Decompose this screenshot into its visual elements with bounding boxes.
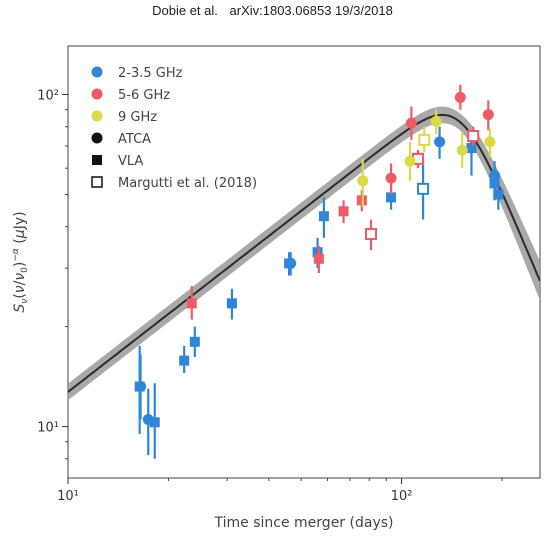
x-tick-label: 10² — [391, 489, 413, 504]
atca-marker — [456, 144, 468, 156]
x-tick-label: 10¹ — [57, 489, 79, 504]
y-tick-label: 10² — [37, 89, 59, 104]
vla-marker — [189, 336, 200, 347]
axis-ticks: 10¹ 10² 10¹ 10² — [37, 89, 503, 504]
legend-marker — [91, 176, 103, 188]
vla-marker — [493, 189, 504, 200]
data-point — [418, 126, 431, 153]
data-point — [482, 100, 494, 131]
legend-marker — [91, 66, 103, 78]
vla-marker — [179, 355, 190, 366]
vla-marker — [312, 247, 323, 258]
vla-marker — [226, 298, 237, 309]
vla-marker — [284, 258, 295, 269]
citation-header: Dobie et al. arXiv:1803.06853 19/3/2018 — [0, 3, 545, 18]
legend-label: Margutti et al. (2018) — [118, 176, 257, 191]
y-tick-label: 10¹ — [37, 421, 59, 436]
legend-item: VLA — [92, 154, 143, 169]
legend: 2-3.5 GHz 5-6 GHz 9 GHz ATCA VLA Margutti et … — [91, 66, 257, 191]
data-point — [430, 109, 442, 135]
atca-marker — [405, 117, 417, 129]
data-point — [186, 286, 197, 320]
legend-marker — [91, 88, 103, 100]
data-point — [365, 219, 378, 251]
vla-marker — [186, 298, 197, 309]
legend-item: 5-6 GHz — [91, 88, 170, 103]
vla-marker — [134, 381, 145, 392]
margutti-marker — [417, 182, 430, 195]
legend-item: 2-3.5 GHz — [91, 66, 183, 81]
atca-marker — [385, 172, 397, 184]
vla-marker — [313, 253, 324, 264]
data-point — [385, 163, 397, 195]
data-point — [493, 180, 504, 210]
atca-marker — [434, 136, 446, 148]
data-points — [134, 84, 504, 459]
legend-label: 9 GHz — [118, 110, 157, 125]
data-point — [313, 245, 324, 274]
data-point — [456, 132, 468, 169]
atca-marker — [482, 109, 494, 121]
data-point — [357, 158, 369, 207]
data-point — [318, 197, 329, 238]
authors: Dobie et al. — [152, 3, 218, 18]
legend-marker — [92, 155, 102, 165]
arxiv-reference: arXiv:1803.06853 19/3/2018 — [229, 3, 393, 18]
legend-item: Margutti et al. (2018) — [91, 176, 257, 191]
data-point — [417, 158, 430, 220]
atca-marker — [484, 136, 496, 148]
legend-item: 9 GHz — [91, 110, 157, 125]
vla-marker — [466, 143, 477, 154]
legend-label: VLA — [118, 154, 143, 169]
atca-marker — [430, 115, 442, 127]
data-point — [149, 383, 160, 459]
vla-marker — [149, 417, 160, 428]
model-curve — [68, 113, 540, 393]
data-point — [454, 84, 466, 110]
data-point — [338, 200, 349, 224]
margutti-marker — [365, 228, 378, 241]
legend-label: 2-3.5 GHz — [118, 66, 183, 81]
y-axis-label: Sν(ν/ν0)−α (μJy) — [11, 211, 30, 312]
data-point — [467, 126, 480, 146]
data-point — [484, 128, 496, 157]
atca-marker — [357, 175, 369, 187]
data-point — [284, 252, 295, 276]
data-point — [404, 141, 416, 181]
margutti-marker — [467, 130, 480, 143]
legend-marker — [91, 132, 103, 144]
data-point — [189, 326, 200, 357]
model-curve-group — [68, 113, 540, 393]
legend-marker — [91, 110, 103, 122]
atca-marker — [454, 91, 466, 103]
data-point — [405, 106, 417, 140]
vla-marker — [386, 192, 397, 203]
legend-label: 5-6 GHz — [118, 88, 170, 103]
data-point — [226, 288, 237, 320]
data-point — [434, 126, 446, 159]
vla-marker — [318, 211, 329, 222]
data-point — [134, 345, 145, 434]
margutti-marker — [418, 133, 431, 146]
legend-item: ATCA — [91, 132, 151, 147]
vla-marker — [489, 178, 500, 189]
atca-marker — [404, 155, 416, 167]
vla-marker — [338, 206, 349, 217]
legend-label: ATCA — [118, 132, 151, 147]
data-point — [179, 345, 190, 373]
x-axis-label: Time since merger (days) — [214, 515, 394, 531]
